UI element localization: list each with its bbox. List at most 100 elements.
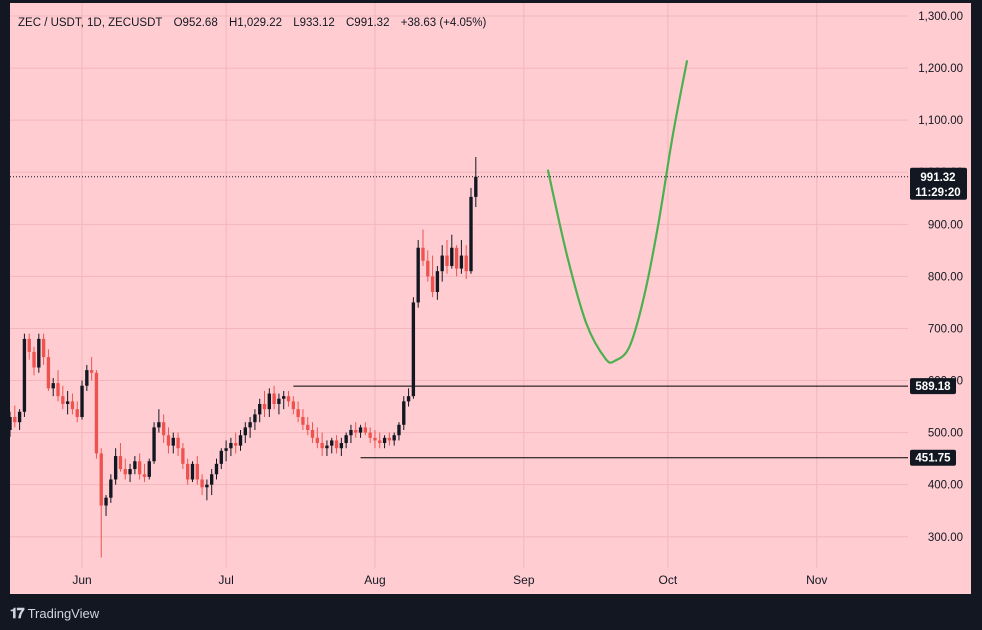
candle [277, 393, 281, 415]
candle-body [344, 435, 348, 444]
candle-body [262, 403, 267, 410]
candle-body [234, 443, 238, 446]
level-badge: 451.75 [910, 449, 956, 466]
candle [474, 157, 478, 208]
candle-body [41, 338, 46, 358]
time-axis[interactable] [10, 568, 971, 594]
candle [152, 422, 156, 464]
candle-body [22, 338, 27, 412]
candle-body [315, 437, 320, 444]
candle [339, 437, 344, 457]
candle-body [161, 422, 166, 436]
candle-body [181, 448, 185, 464]
projection-curve [546, 60, 689, 364]
candle [330, 437, 334, 454]
candle-body [70, 401, 75, 410]
candle-body [37, 338, 41, 368]
price-axis[interactable] [908, 3, 971, 568]
candle-body [282, 396, 286, 399]
candle [435, 265, 440, 300]
legend-low: L933.12 [293, 17, 335, 29]
x-tick-label: Jul [218, 573, 233, 587]
legend-change: +38.63 (+4.05%) [400, 17, 487, 29]
candle-body [109, 479, 113, 498]
candle [320, 432, 324, 457]
candle [267, 388, 271, 417]
last-price-badge-bg [910, 167, 967, 200]
candle-body [65, 401, 70, 404]
y-tick-label: 500.00 [928, 428, 963, 440]
candle-body [334, 440, 339, 449]
candle-body [267, 393, 271, 410]
candle [392, 432, 396, 446]
candle-body [113, 456, 118, 480]
candle-body [104, 497, 108, 506]
candle [219, 448, 223, 470]
candle-body [51, 383, 55, 389]
candle-body [210, 474, 214, 485]
candle [61, 385, 65, 410]
candle-body [310, 430, 315, 438]
candle-body [238, 435, 243, 446]
candle-body [137, 461, 142, 475]
brand-name: TradingView [27, 605, 100, 621]
candle [37, 333, 41, 373]
candle-body [272, 393, 276, 404]
candle [214, 458, 219, 480]
plot-area[interactable] [10, 3, 908, 568]
candle [450, 234, 454, 269]
candle [137, 453, 142, 480]
footer-brand[interactable]: 𝟏𝟕 TradingView [10, 603, 99, 623]
candle-body [171, 437, 175, 446]
candle-body [301, 416, 305, 425]
candle [426, 250, 430, 282]
price-badges: 991.32 11:29:20 589.18 451.75 [910, 167, 967, 466]
candle [238, 430, 243, 451]
candle [200, 474, 204, 496]
candle-body [123, 469, 127, 475]
candle-body [195, 463, 199, 480]
candle [13, 405, 17, 428]
candle [51, 377, 55, 397]
candle-body [166, 435, 171, 446]
candle-body [243, 427, 247, 436]
candle-body [89, 370, 94, 373]
candle-body [363, 427, 368, 433]
candle [402, 396, 406, 431]
level-badge-value: 451.75 [915, 453, 951, 465]
candle [80, 380, 84, 420]
candle [349, 424, 353, 444]
legend-symbol: ZEC / USDT, 1D, ZECUSDT [18, 17, 163, 29]
candle [296, 401, 300, 423]
candle [185, 458, 190, 485]
candle [454, 245, 459, 277]
level-badge-bg [910, 449, 956, 466]
candle [411, 297, 416, 399]
candle [65, 390, 70, 415]
candle-body [349, 430, 353, 436]
x-tick-label: Jun [72, 573, 91, 587]
candle [181, 443, 185, 470]
candle-body [421, 247, 425, 261]
candle-body [402, 401, 406, 425]
candle [258, 398, 262, 423]
candle-body [27, 338, 31, 352]
candle [171, 432, 175, 454]
candle [368, 427, 372, 444]
candle-body [450, 247, 454, 266]
candle [210, 469, 214, 496]
candle-body [387, 437, 392, 441]
candle-body [306, 424, 310, 431]
candles [8, 157, 478, 558]
candle [161, 414, 166, 444]
candle-body [286, 396, 291, 402]
candle-body [406, 396, 411, 402]
x-tick-label: Nov [806, 573, 827, 587]
last-price-value: 991.32 [920, 172, 955, 184]
candle-body [469, 196, 473, 272]
grid-lines [10, 3, 908, 568]
candle-body [8, 416, 12, 431]
candle-body [17, 411, 22, 423]
candle-body [464, 255, 468, 272]
